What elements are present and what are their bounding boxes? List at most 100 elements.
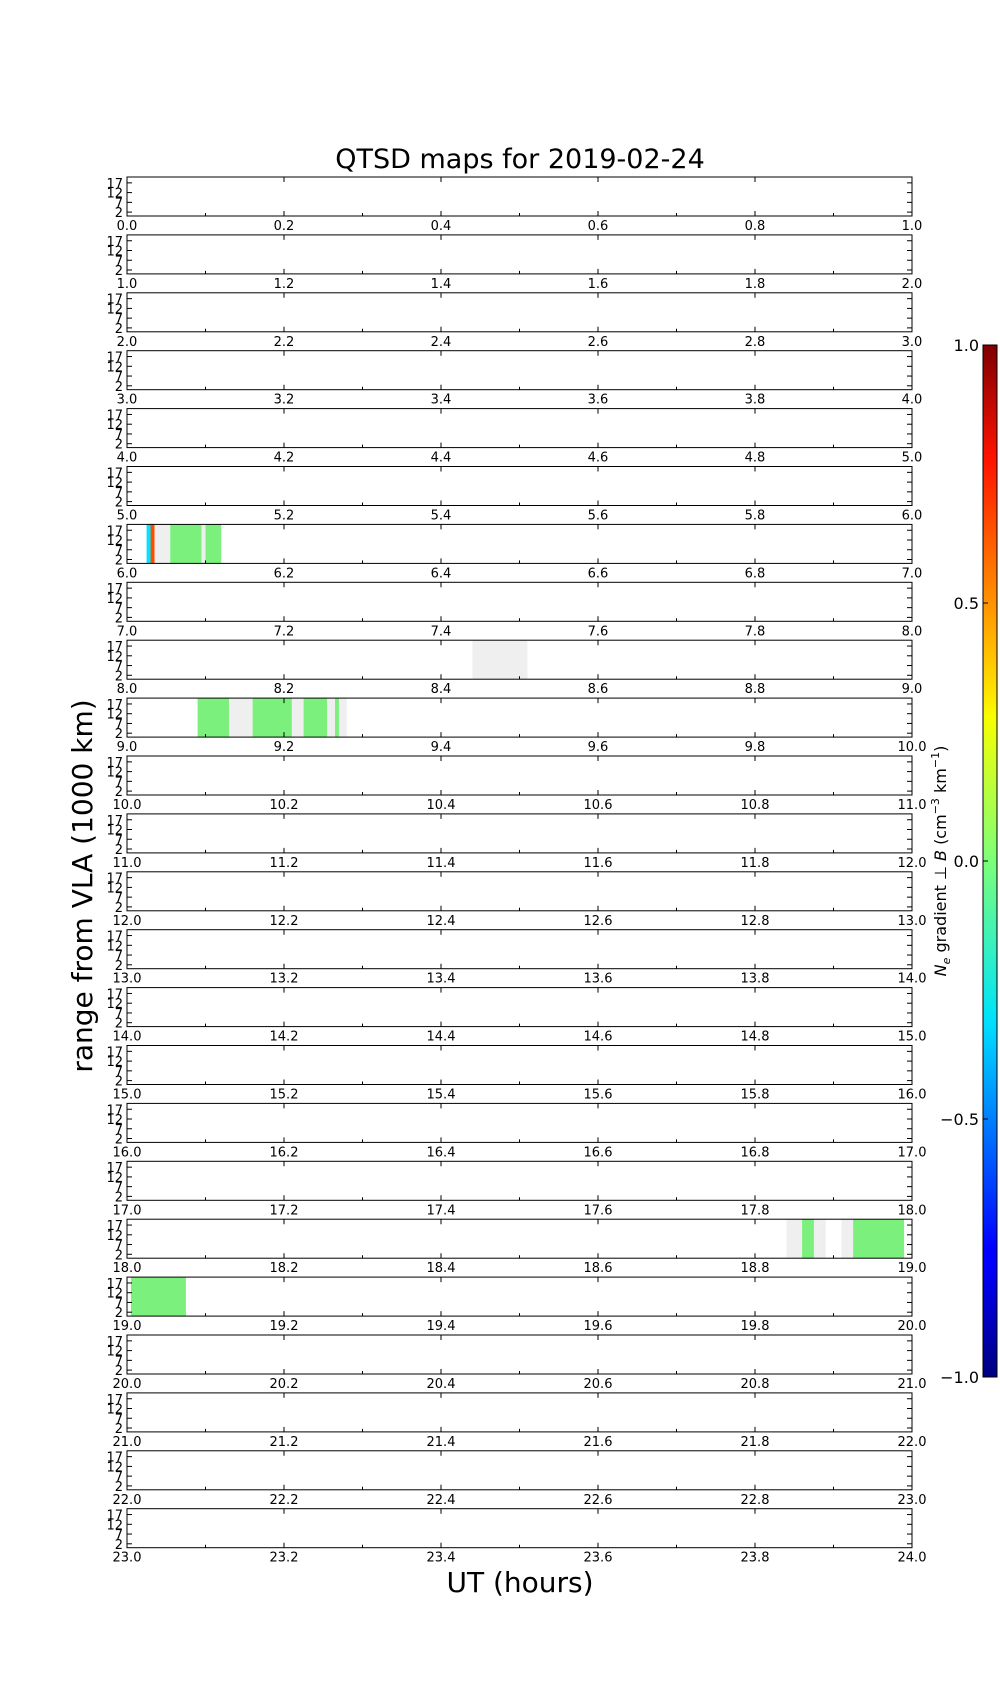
- x-tick-label: 12.8: [741, 914, 770, 929]
- colorbar-tick-label: 0.5: [954, 594, 979, 613]
- x-tick-label: 4.4: [431, 451, 452, 466]
- data-segment: [291, 698, 304, 738]
- y-tick-label: 17: [106, 987, 123, 1002]
- x-tick-label: 0.8: [745, 219, 766, 234]
- y-tick-label: 7: [115, 1354, 123, 1369]
- data-segment: [853, 1219, 905, 1259]
- panel-frame: [126, 234, 913, 275]
- y-tick-label: 12: [106, 1460, 123, 1475]
- y-tick-label: 12: [106, 1518, 123, 1533]
- x-tick-label: 15.2: [270, 1088, 299, 1103]
- x-tick-label: 19.8: [741, 1319, 770, 1334]
- panel-frame: [126, 1508, 913, 1549]
- x-tick-label: 5.0: [117, 509, 138, 524]
- x-tick-label: 7.4: [431, 624, 452, 639]
- x-tick-label: 9.0: [902, 682, 923, 697]
- panel-frame: [126, 871, 913, 912]
- x-tick-label: 7.0: [902, 566, 923, 581]
- y-tick-label: 2: [115, 438, 123, 453]
- y-tick-label: 12: [106, 187, 123, 202]
- data-segment: [130, 1277, 186, 1317]
- x-tick-label: 12.0: [113, 914, 142, 929]
- y-tick-label: 2: [115, 322, 123, 337]
- x-tick-label: 2.0: [902, 277, 923, 292]
- x-tick-label: 5.4: [431, 509, 452, 524]
- x-tick-label: 4.8: [745, 451, 766, 466]
- x-tick-label: 10.2: [270, 798, 299, 813]
- y-tick-label: 17: [106, 1045, 123, 1060]
- x-tick-label: 21.6: [584, 1435, 613, 1450]
- x-tick-label: 0.0: [117, 219, 138, 234]
- panel-frame: [126, 1160, 913, 1201]
- x-tick-label: 4.0: [117, 451, 138, 466]
- y-tick-label: 7: [115, 891, 123, 906]
- y-tick-label: 7: [115, 312, 123, 327]
- y-tick-label: 2: [115, 1248, 123, 1263]
- x-tick-label: 23.8: [741, 1551, 770, 1566]
- x-tick-label: 11.0: [898, 798, 927, 813]
- x-tick-label: 14.0: [113, 1030, 142, 1045]
- y-tick-label: 17: [106, 930, 123, 945]
- panel-frame: [126, 1450, 913, 1491]
- y-tick-label: 12: [106, 939, 123, 954]
- x-tick-label: 0.4: [431, 219, 452, 234]
- y-tick-label: 2: [115, 785, 123, 800]
- x-tick-label: 3.0: [902, 335, 923, 350]
- x-tick-label: 7.6: [588, 624, 609, 639]
- y-tick-label: 2: [115, 496, 123, 511]
- y-tick-label: 17: [106, 1509, 123, 1524]
- x-tick-label: 4.2: [274, 451, 295, 466]
- x-tick-label: 17.8: [741, 1203, 770, 1218]
- y-tick-label: 17: [106, 177, 123, 192]
- panel-frame: [126, 987, 913, 1028]
- x-tick-label: 1.8: [745, 277, 766, 292]
- x-tick-label: 22.4: [427, 1493, 456, 1508]
- x-tick-label: 24.0: [898, 1551, 927, 1566]
- y-tick-label: 17: [106, 698, 123, 713]
- x-tick-label: 21.8: [741, 1435, 770, 1450]
- y-tick-label: 2: [115, 264, 123, 279]
- x-tick-label: 11.0: [113, 856, 142, 871]
- x-tick-label: 15.4: [427, 1088, 456, 1103]
- x-tick-label: 18.2: [270, 1261, 299, 1276]
- x-tick-label: 18.4: [427, 1261, 456, 1276]
- panel-frame: [126, 1102, 913, 1143]
- y-tick-label: 17: [106, 466, 123, 481]
- x-tick-label: 6.8: [745, 566, 766, 581]
- y-tick-label: 17: [106, 235, 123, 250]
- x-tick-label: 7.0: [117, 624, 138, 639]
- y-tick-label: 7: [115, 1296, 123, 1311]
- x-tick-label: 18.0: [898, 1203, 927, 1218]
- x-tick-label: 9.4: [431, 740, 452, 755]
- colorbar-label-exp1: −3: [929, 798, 942, 814]
- y-tick-label: 12: [106, 245, 123, 260]
- y-tick-label: 12: [106, 1345, 123, 1360]
- y-tick-label: 12: [106, 997, 123, 1012]
- x-tick-label: 20.0: [898, 1319, 927, 1334]
- x-tick-label: 16.6: [584, 1145, 613, 1160]
- y-tick-label: 12: [106, 1229, 123, 1244]
- x-tick-label: 20.0: [113, 1377, 142, 1392]
- y-tick-label: 17: [106, 1219, 123, 1234]
- x-tick-label: 22.8: [741, 1493, 770, 1508]
- y-tick-label: 2: [115, 611, 123, 626]
- x-tick-label: 9.8: [745, 740, 766, 755]
- y-tick-label: 17: [106, 582, 123, 597]
- y-tick-label: 12: [106, 302, 123, 317]
- y-tick-label: 12: [106, 1403, 123, 1418]
- x-tick-label: 22.0: [898, 1435, 927, 1450]
- y-tick-label: 2: [115, 1364, 123, 1379]
- x-tick-label: 1.0: [902, 219, 923, 234]
- y-axis-label: range from VLA (1000 km): [66, 699, 99, 1072]
- y-tick-label: 2: [115, 1017, 123, 1032]
- x-tick-label: 17.0: [898, 1145, 927, 1160]
- y-tick-label: 12: [106, 418, 123, 433]
- x-tick-label: 6.2: [274, 566, 295, 581]
